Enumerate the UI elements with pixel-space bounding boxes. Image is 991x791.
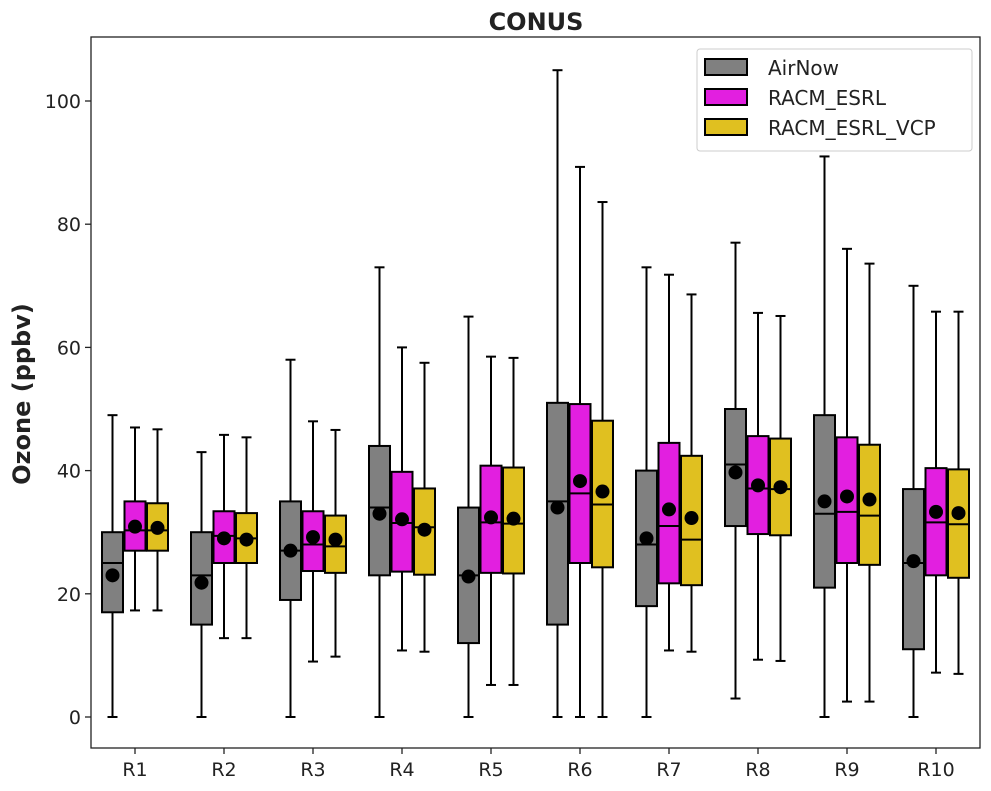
x-tick-label: R9 [834, 759, 859, 781]
box-r2 [212, 433, 236, 640]
x-tick-label: R2 [211, 759, 236, 781]
legend-label: AirNow [768, 56, 839, 80]
box-r3 [301, 420, 325, 663]
legend-label: RACM_ESRL [768, 86, 887, 110]
box-r3 [324, 428, 347, 658]
legend-swatch [704, 118, 748, 136]
mean-marker [906, 554, 921, 569]
box-r9 [858, 262, 881, 703]
box-r7 [657, 273, 681, 652]
box-r1 [146, 428, 169, 612]
box-r2 [190, 451, 213, 718]
mean-marker [328, 532, 343, 547]
box-r6 [568, 165, 592, 718]
x-tick-label: R4 [389, 759, 414, 781]
mean-marker [840, 489, 854, 504]
mean-marker [773, 480, 788, 495]
box-r4 [368, 266, 391, 718]
mean-marker [484, 510, 498, 525]
y-tick-label: 100 [45, 91, 81, 113]
box-r6 [591, 201, 614, 718]
mean-marker [395, 512, 409, 527]
box-r5 [502, 356, 525, 686]
mean-marker [194, 575, 209, 590]
series-racm-esrl [123, 165, 948, 718]
mean-marker [862, 492, 877, 507]
mean-marker [283, 543, 298, 558]
series-airnow [101, 69, 925, 718]
box-r8 [769, 314, 792, 662]
box-r7 [635, 266, 658, 718]
y-tick-label: 0 [69, 707, 81, 729]
box-r3 [279, 358, 302, 718]
box-r9 [835, 247, 859, 703]
legend: AirNow RACM_ESRL RACM_ESRL_VCP [696, 48, 973, 152]
box-r10 [902, 284, 925, 718]
plot-frame [90, 36, 981, 749]
mean-marker [595, 484, 610, 499]
box-r1 [101, 414, 124, 718]
x-tick-label: R10 [917, 759, 954, 781]
box-r10 [947, 310, 970, 675]
mean-marker [951, 506, 966, 521]
mean-marker [639, 531, 654, 546]
mean-marker [105, 568, 120, 583]
box-r9 [813, 155, 836, 718]
legend-swatch [704, 58, 748, 76]
mean-marker [306, 530, 320, 545]
x-tick-label: R8 [745, 759, 770, 781]
mean-marker [128, 519, 142, 534]
box-r5 [457, 315, 480, 718]
box-r5 [479, 355, 503, 686]
mean-marker [417, 522, 432, 537]
mean-marker [573, 474, 587, 489]
mean-marker [751, 478, 765, 493]
y-tick-label: 40 [57, 461, 81, 483]
box-r7 [680, 293, 703, 653]
mean-marker [929, 504, 943, 519]
y-tick-label: 80 [57, 214, 81, 236]
iqr-box [902, 488, 925, 651]
box-r4 [390, 346, 414, 652]
box-r1 [123, 426, 147, 612]
x-tick-label: R1 [122, 759, 147, 781]
mean-marker [150, 520, 165, 535]
box-r4 [413, 361, 436, 653]
box-r2 [235, 436, 258, 640]
plot-area: 0 20 40 60 80 100 R1 R2 R3 R4 R5 R6 R7 R8 R9 R10 [45, 69, 970, 781]
x-tick-label: R6 [567, 759, 592, 781]
mean-marker [506, 511, 521, 526]
mean-marker [372, 506, 387, 521]
y-tick-label: 20 [57, 584, 81, 606]
chart-title: CONUS [489, 8, 584, 36]
y-axis-label: Ozone (ppbv) [8, 303, 36, 485]
mean-marker [239, 532, 254, 547]
box-r8 [724, 241, 747, 700]
x-tick-label: R7 [656, 759, 681, 781]
x-tick-label: R5 [478, 759, 503, 781]
box-r10 [924, 310, 948, 674]
box-r8 [746, 311, 770, 661]
mean-marker [217, 531, 231, 546]
legend-swatch [704, 88, 748, 106]
box-r6 [546, 69, 569, 718]
x-tick-label: R3 [300, 759, 325, 781]
series-racm-esrl-vcp [146, 201, 970, 718]
y-tick-label: 60 [57, 337, 81, 359]
legend-frame [696, 48, 973, 152]
mean-marker [550, 500, 565, 515]
mean-marker [684, 511, 699, 526]
mean-marker [728, 465, 743, 480]
legend-label: RACM_ESRL_VCP [768, 116, 936, 140]
mean-marker [817, 494, 832, 509]
mean-marker [662, 502, 676, 517]
mean-marker [461, 569, 476, 584]
